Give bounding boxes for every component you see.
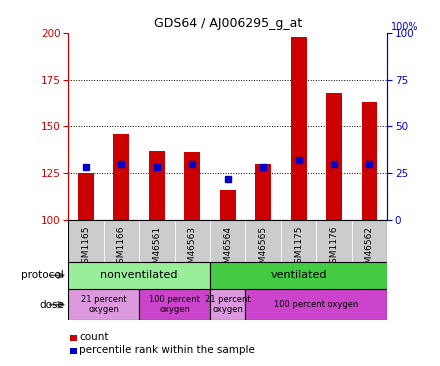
- Bar: [326, 93, 342, 220]
- Text: GSM1176: GSM1176: [330, 226, 338, 269]
- Bar: [175, 220, 210, 262]
- Bar: [68, 220, 104, 262]
- Text: GSM46561: GSM46561: [152, 226, 161, 275]
- Bar: [139, 220, 175, 262]
- Text: dose: dose: [39, 300, 64, 310]
- Text: 21 percent
oxygen: 21 percent oxygen: [81, 295, 126, 314]
- Text: 100 percent
oxygen: 100 percent oxygen: [149, 295, 200, 314]
- Bar: [246, 220, 281, 262]
- Text: protocol: protocol: [21, 270, 64, 280]
- Bar: [246, 289, 387, 320]
- Bar: [210, 220, 246, 262]
- Text: GSM1166: GSM1166: [117, 226, 126, 269]
- Bar: [184, 152, 200, 220]
- Bar: [114, 134, 129, 220]
- Title: GDS64 / AJ006295_g_at: GDS64 / AJ006295_g_at: [154, 17, 302, 30]
- Text: count: count: [79, 332, 109, 342]
- Bar: [281, 220, 316, 262]
- Bar: [210, 262, 387, 289]
- Bar: [352, 220, 387, 262]
- Bar: [210, 289, 246, 320]
- Bar: [139, 289, 210, 320]
- Text: GSM46564: GSM46564: [223, 226, 232, 275]
- Text: 100%: 100%: [391, 22, 419, 31]
- Bar: [68, 289, 139, 320]
- Bar: [104, 220, 139, 262]
- Text: GSM1165: GSM1165: [81, 226, 91, 269]
- Text: percentile rank within the sample: percentile rank within the sample: [79, 345, 255, 355]
- Bar: [362, 102, 378, 220]
- Bar: [220, 190, 236, 220]
- Text: ventilated: ventilated: [270, 270, 327, 280]
- Text: GSM46565: GSM46565: [259, 226, 268, 275]
- Bar: [149, 150, 165, 220]
- Text: GSM1175: GSM1175: [294, 226, 303, 269]
- Text: nonventilated: nonventilated: [100, 270, 178, 280]
- Bar: [290, 37, 307, 220]
- Bar: [68, 262, 210, 289]
- Text: GSM46562: GSM46562: [365, 226, 374, 275]
- Bar: [78, 173, 94, 220]
- Text: 100 percent oxygen: 100 percent oxygen: [274, 300, 359, 309]
- Bar: [316, 220, 352, 262]
- Text: GSM46563: GSM46563: [188, 226, 197, 275]
- Text: 21 percent
oxygen: 21 percent oxygen: [205, 295, 250, 314]
- Bar: [255, 164, 271, 220]
